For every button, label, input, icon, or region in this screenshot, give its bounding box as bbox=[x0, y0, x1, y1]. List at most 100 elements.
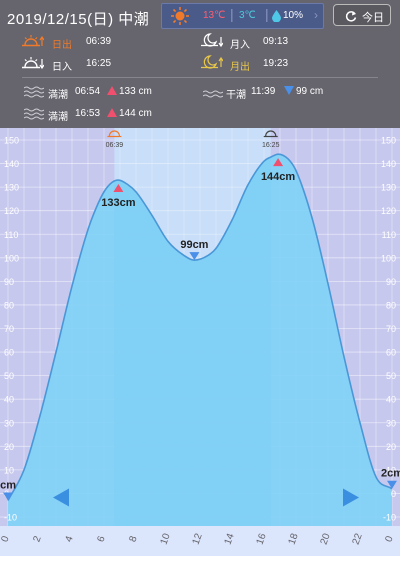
y-tick-label-right: 10 bbox=[386, 465, 396, 475]
low-tide-level: 99 cm bbox=[282, 86, 323, 97]
y-tick-label-left: 30 bbox=[4, 418, 14, 428]
y-tick-label-right: 90 bbox=[386, 277, 396, 287]
x-tick-label: 16 bbox=[255, 532, 269, 547]
high-tide-marker bbox=[113, 184, 124, 193]
temp-high: 13℃ bbox=[203, 10, 226, 21]
low-tide-value: 99 cm bbox=[296, 86, 324, 97]
x-tick-label: 14 bbox=[223, 532, 237, 547]
low-tide-marker bbox=[387, 480, 397, 489]
x-tick-label: 12 bbox=[191, 532, 205, 547]
low-tide-time: 11:39 bbox=[251, 86, 276, 97]
y-tick-label-right: 50 bbox=[386, 371, 396, 381]
sunrise-label: 日出 bbox=[52, 40, 72, 51]
sunset-label: 日入 bbox=[52, 62, 72, 73]
moonset-time: 09:13 bbox=[263, 36, 289, 47]
x-tick-label: 22 bbox=[351, 532, 365, 547]
x-tick-label: 6 bbox=[96, 534, 108, 543]
weather-divider: | bbox=[265, 6, 269, 22]
y-tick-label-left: 50 bbox=[4, 371, 14, 381]
y-tick-label-left: 150 bbox=[4, 136, 19, 146]
prev-arrow-icon[interactable] bbox=[53, 488, 69, 507]
weather-divider: | bbox=[230, 6, 234, 22]
high-tide-1-level: 133 cm bbox=[105, 86, 152, 97]
tide-line bbox=[7, 153, 393, 501]
low-tide-marker bbox=[3, 492, 13, 501]
sunrise-marker-time: 06:39 bbox=[106, 142, 124, 149]
x-tick-label: 20 bbox=[319, 532, 333, 547]
header-divider bbox=[22, 77, 378, 78]
y-tick-label-left: 60 bbox=[4, 348, 14, 358]
y-tick-label-left: 20 bbox=[4, 442, 14, 452]
tide-area bbox=[8, 154, 392, 526]
y-tick-label-right: 130 bbox=[381, 183, 396, 193]
low-tide-label: 99cm bbox=[180, 239, 208, 251]
y-tick-label-right: 70 bbox=[386, 324, 396, 334]
sunset-icon bbox=[22, 57, 44, 70]
sunrise-icon bbox=[22, 35, 44, 47]
y-tick-label-right: 100 bbox=[381, 253, 396, 263]
x-tick-label: 10 bbox=[159, 532, 173, 547]
chevron-right-icon: › bbox=[314, 8, 318, 22]
next-arrow-icon[interactable] bbox=[343, 488, 359, 507]
today-button[interactable]: 今日 bbox=[333, 4, 391, 26]
water-drop-icon bbox=[272, 10, 281, 22]
high-tide-icon bbox=[24, 108, 44, 120]
low-tide-marker-icon bbox=[284, 86, 294, 95]
y-tick-label-right: 40 bbox=[386, 395, 396, 405]
y-tick-label-left: 110 bbox=[4, 230, 18, 240]
high-tide-marker-icon bbox=[107, 108, 117, 117]
y-tick-label-right: 150 bbox=[381, 136, 396, 146]
precip-chance: 10% bbox=[283, 10, 304, 21]
y-tick-label-right: 0 bbox=[391, 489, 396, 499]
low-tide-label: 3cm bbox=[0, 480, 16, 492]
y-tick-label-right: 120 bbox=[381, 206, 396, 216]
low-tide-label: 2cm bbox=[381, 468, 400, 480]
temp-low: 3℃ bbox=[239, 10, 256, 21]
sunset-marker-time: 16:25 bbox=[262, 142, 280, 149]
x-tick-label: 4 bbox=[64, 534, 76, 543]
high-tide-marker-icon bbox=[107, 86, 117, 95]
y-tick-label-right: 140 bbox=[381, 159, 396, 169]
moonrise-time: 19:23 bbox=[263, 58, 289, 69]
high-tide-1-time: 06:54 bbox=[75, 86, 101, 97]
sunrise-time: 06:39 bbox=[86, 36, 112, 47]
high-tide-1-label: 満潮 bbox=[48, 90, 68, 101]
y-tick-label-left: 140 bbox=[4, 159, 19, 169]
y-tick-label-left: 100 bbox=[4, 253, 19, 263]
daylight-overlay bbox=[114, 128, 271, 526]
high-tide-2-value: 144 cm bbox=[119, 108, 152, 119]
high-tide-1-value: 133 cm bbox=[119, 86, 152, 97]
high-tide-2-level: 144 cm bbox=[105, 108, 152, 119]
moonset-label: 月入 bbox=[230, 40, 250, 51]
moonrise-label: 月出 bbox=[230, 62, 250, 73]
low-tide-label: 干潮 bbox=[226, 90, 246, 101]
high-tide-2-label: 満潮 bbox=[48, 112, 68, 123]
refresh-icon bbox=[345, 11, 357, 22]
sunrise-marker-icon bbox=[108, 130, 120, 137]
y-tick-label-left: 90 bbox=[4, 277, 14, 287]
x-tick-label: 18 bbox=[287, 532, 301, 547]
weather-summary[interactable]: 13℃ | 3℃ | 10% › bbox=[161, 3, 324, 29]
moonrise-icon bbox=[201, 55, 223, 69]
y-tick-label-left: 120 bbox=[4, 206, 19, 216]
y-tick-label-left: 130 bbox=[4, 183, 19, 193]
tide-chart[interactable]: -10-100010102020303040405050606070708080… bbox=[0, 128, 400, 568]
high-tide-marker bbox=[273, 158, 284, 167]
low-tide-marker bbox=[189, 252, 200, 261]
moonset-icon bbox=[201, 33, 223, 48]
y-tick-label-right: 30 bbox=[386, 418, 396, 428]
x-tick-label: 0 bbox=[0, 534, 12, 543]
date-title[interactable]: 2019/12/15(日) 中潮 bbox=[7, 11, 150, 28]
high-tide-icon bbox=[24, 86, 44, 98]
high-tide-label: 133cm bbox=[101, 197, 135, 209]
info-header: 2019/12/15(日) 中潮 13℃ | 3℃ | 10% › 今日 bbox=[0, 0, 400, 128]
x-tick-label: 8 bbox=[128, 534, 140, 543]
y-tick-label-right: 110 bbox=[382, 230, 396, 240]
low-tide-icon bbox=[203, 90, 223, 98]
y-tick-label-left: 40 bbox=[4, 395, 14, 405]
y-tick-label-left: 70 bbox=[4, 324, 14, 334]
high-tide-label: 144cm bbox=[261, 171, 295, 183]
y-tick-label-left: -10 bbox=[4, 513, 17, 523]
high-tide-2-time: 16:53 bbox=[75, 108, 101, 119]
sun-icon bbox=[171, 7, 189, 25]
